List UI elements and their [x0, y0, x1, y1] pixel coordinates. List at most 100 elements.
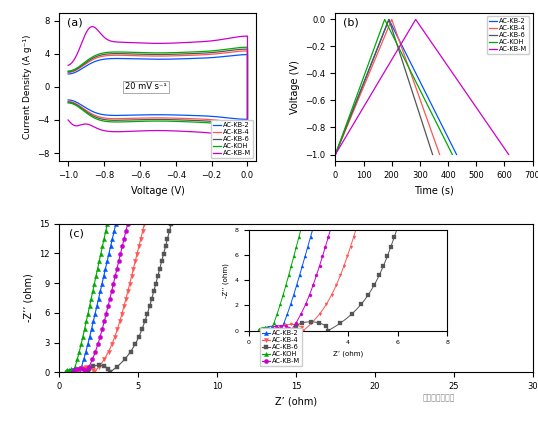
AC-KB-6: [351, 104, 358, 109]
AC-KB-2: [386, 17, 392, 22]
AC-KB-4: [235, 120, 241, 125]
AC-KB-M: [113, 39, 119, 44]
AC-KB-6: [244, 122, 251, 127]
AC-KB-6: [244, 47, 251, 52]
AC-KB-M: [124, 225, 130, 230]
AC-KB-4: [141, 221, 148, 226]
Line: AC-KOH: AC-KOH: [335, 19, 452, 154]
AC-KB-6: [84, 369, 91, 374]
AC-KOH: [358, 82, 364, 88]
AC-KB-4: [128, 276, 134, 281]
AC-KB-2: [454, 152, 460, 157]
Line: AC-KB-6: AC-KB-6: [68, 49, 247, 125]
AC-KOH: [235, 124, 241, 129]
AC-KB-4: [383, 30, 390, 35]
AC-KB-6: [235, 122, 241, 127]
AC-KB-M: [221, 36, 228, 41]
AC-KB-4: [186, 53, 192, 58]
AC-KB-M: [360, 104, 367, 109]
AC-KOH: [80, 332, 87, 337]
AC-KB-M: [186, 40, 193, 45]
AC-KB-4: [65, 70, 72, 75]
AC-KOH: [67, 367, 74, 372]
AC-KB-4: [413, 85, 419, 91]
AC-KOH: [449, 152, 456, 157]
Text: 20 mV s⁻¹: 20 mV s⁻¹: [125, 82, 167, 91]
AC-KB-4: [436, 152, 443, 157]
AC-KOH: [244, 124, 251, 129]
Line: AC-KB-4: AC-KB-4: [76, 222, 146, 374]
AC-KB-2: [398, 41, 405, 47]
AC-KB-2: [66, 370, 72, 375]
AC-KB-4: [75, 369, 81, 374]
AC-KB-6: [112, 51, 119, 56]
AC-KB-M: [89, 24, 96, 29]
AC-KB-M: [405, 30, 412, 35]
AC-KOH: [125, 49, 132, 55]
AC-KB-6: [394, 41, 400, 47]
AC-KB-2: [100, 276, 107, 281]
AC-KB-4: [361, 82, 367, 88]
AC-KB-6: [84, 370, 91, 375]
AC-KB-M: [97, 332, 104, 337]
AC-KOH: [381, 17, 388, 22]
X-axis label: Z’ (ohm): Z’ (ohm): [275, 396, 317, 407]
AC-KB-M: [332, 152, 338, 157]
AC-KB-4: [85, 365, 91, 370]
AC-KOH: [93, 276, 99, 281]
AC-KOH: [227, 123, 233, 128]
AC-KB-M: [78, 366, 84, 371]
Y-axis label: Current Density (A g⁻¹): Current Density (A g⁻¹): [23, 35, 32, 139]
Y-axis label: -Z’’ (ohm): -Z’’ (ohm): [23, 274, 33, 322]
Line: AC-KB-2: AC-KB-2: [68, 55, 247, 119]
AC-KB-2: [101, 274, 107, 279]
Line: AC-KB-2: AC-KB-2: [67, 222, 118, 374]
AC-KB-M: [124, 221, 131, 226]
AC-KB-6: [154, 276, 160, 281]
AC-KOH: [93, 274, 99, 279]
Legend: AC-KB-2, AC-KB-4, AC-KB-6, AC-KOH, AC-KB-M: AC-KB-2, AC-KB-4, AC-KB-6, AC-KOH, AC-KB…: [260, 328, 302, 366]
Line: AC-KB-6: AC-KB-6: [335, 19, 433, 154]
AC-KOH: [104, 221, 111, 226]
Text: (c): (c): [69, 228, 83, 238]
AC-KB-2: [186, 56, 192, 61]
AC-KB-2: [235, 116, 241, 121]
AC-KB-6: [360, 82, 366, 88]
AC-KOH: [350, 104, 356, 109]
AC-KB-4: [221, 50, 227, 55]
AC-KB-6: [65, 100, 72, 105]
AC-KB-M: [444, 63, 450, 68]
AC-KB-4: [112, 53, 119, 58]
AC-KB-4: [112, 332, 119, 337]
AC-KB-6: [137, 332, 143, 337]
AC-KB-2: [408, 63, 415, 68]
AC-KB-6: [154, 274, 161, 279]
AC-KB-4: [128, 274, 134, 279]
Line: AC-KB-M: AC-KB-M: [335, 19, 508, 154]
Line: AC-KB-M: AC-KB-M: [68, 27, 247, 138]
Line: AC-KB-6: AC-KB-6: [86, 222, 173, 374]
Line: AC-KB-2: AC-KB-2: [335, 19, 457, 154]
AC-KB-2: [351, 104, 358, 109]
Line: AC-KB-4: AC-KB-4: [68, 51, 247, 123]
AC-KB-M: [429, 41, 436, 47]
AC-KB-M: [505, 152, 512, 157]
AC-KB-4: [332, 152, 338, 157]
AC-KB-2: [112, 56, 119, 61]
AC-KB-6: [168, 221, 175, 226]
AC-KB-2: [244, 52, 251, 57]
X-axis label: Time (s): Time (s): [414, 186, 454, 195]
AC-KB-M: [227, 133, 233, 138]
AC-KB-4: [405, 63, 411, 68]
AC-KB-4: [352, 104, 358, 109]
AC-KB-2: [360, 82, 366, 88]
AC-KOH: [65, 100, 72, 105]
Legend: AC-KB-2, AC-KB-4, AC-KB-6, AC-KOH, AC-KB-M: AC-KB-2, AC-KB-4, AC-KB-6, AC-KOH, AC-KB…: [211, 120, 253, 158]
AC-KB-2: [227, 115, 233, 121]
AC-KB-4: [227, 119, 233, 124]
AC-KB-4: [397, 41, 404, 47]
AC-KB-2: [125, 56, 132, 61]
AC-KB-6: [408, 85, 414, 91]
AC-KB-6: [386, 17, 392, 22]
Line: AC-KOH: AC-KOH: [68, 47, 247, 127]
